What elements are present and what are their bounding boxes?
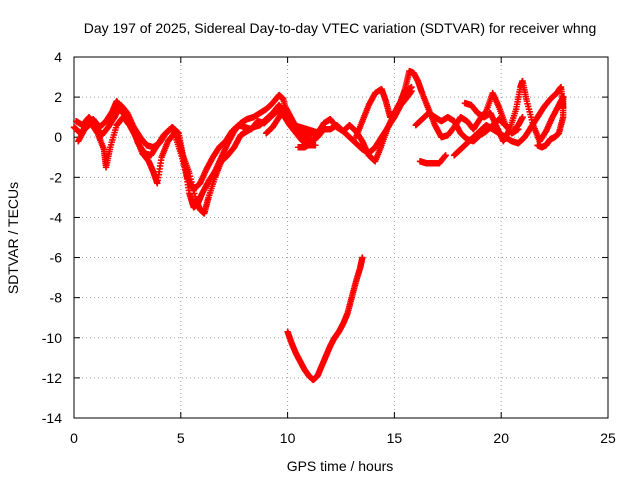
y-tick-label: -8	[50, 290, 63, 306]
y-tick-label: -6	[50, 250, 63, 266]
plot-frame	[73, 56, 609, 419]
data-point	[515, 126, 522, 133]
x-axis-ticks: 0 5 10 15 20 25	[70, 57, 616, 446]
series-track-h	[416, 152, 449, 167]
data-point	[442, 152, 449, 159]
series-track-k	[534, 93, 567, 151]
data-point	[408, 83, 415, 91]
chart-title: Day 197 of 2025, Sidereal Day-to-day VTE…	[84, 20, 597, 36]
x-axis-label: GPS time / hours	[287, 458, 394, 474]
series-track-g	[412, 109, 522, 145]
x-tick-label: 15	[387, 430, 403, 446]
data-point	[519, 113, 526, 121]
y-tick-label: 2	[54, 89, 62, 105]
data-point	[559, 93, 567, 101]
y-tick-label: -2	[50, 169, 63, 185]
x-tick-label: 10	[280, 430, 296, 446]
y-tick-label: -12	[42, 370, 62, 386]
x-tick-label: 25	[600, 430, 616, 446]
y-axis-ticks: -14 -12 -10 -8 -6 -4 -2 0 2 4	[42, 49, 608, 426]
series-track-e	[295, 83, 415, 165]
x-tick-label: 5	[177, 430, 185, 446]
y-axis-label: SDTVAR / TECUs	[5, 182, 21, 294]
y-tick-label: 0	[54, 129, 62, 145]
x-tick-label: 0	[70, 430, 78, 446]
y-tick-label: -14	[42, 410, 62, 426]
y-tick-label: 4	[54, 49, 62, 65]
series-track-j	[451, 83, 567, 159]
data-point	[312, 142, 319, 149]
y-tick-label: -10	[42, 330, 62, 346]
data-points	[70, 67, 567, 384]
x-tick-label: 20	[493, 430, 509, 446]
y-tick-label: -4	[50, 209, 63, 225]
data-point	[359, 254, 366, 261]
series-track-l	[284, 254, 366, 384]
